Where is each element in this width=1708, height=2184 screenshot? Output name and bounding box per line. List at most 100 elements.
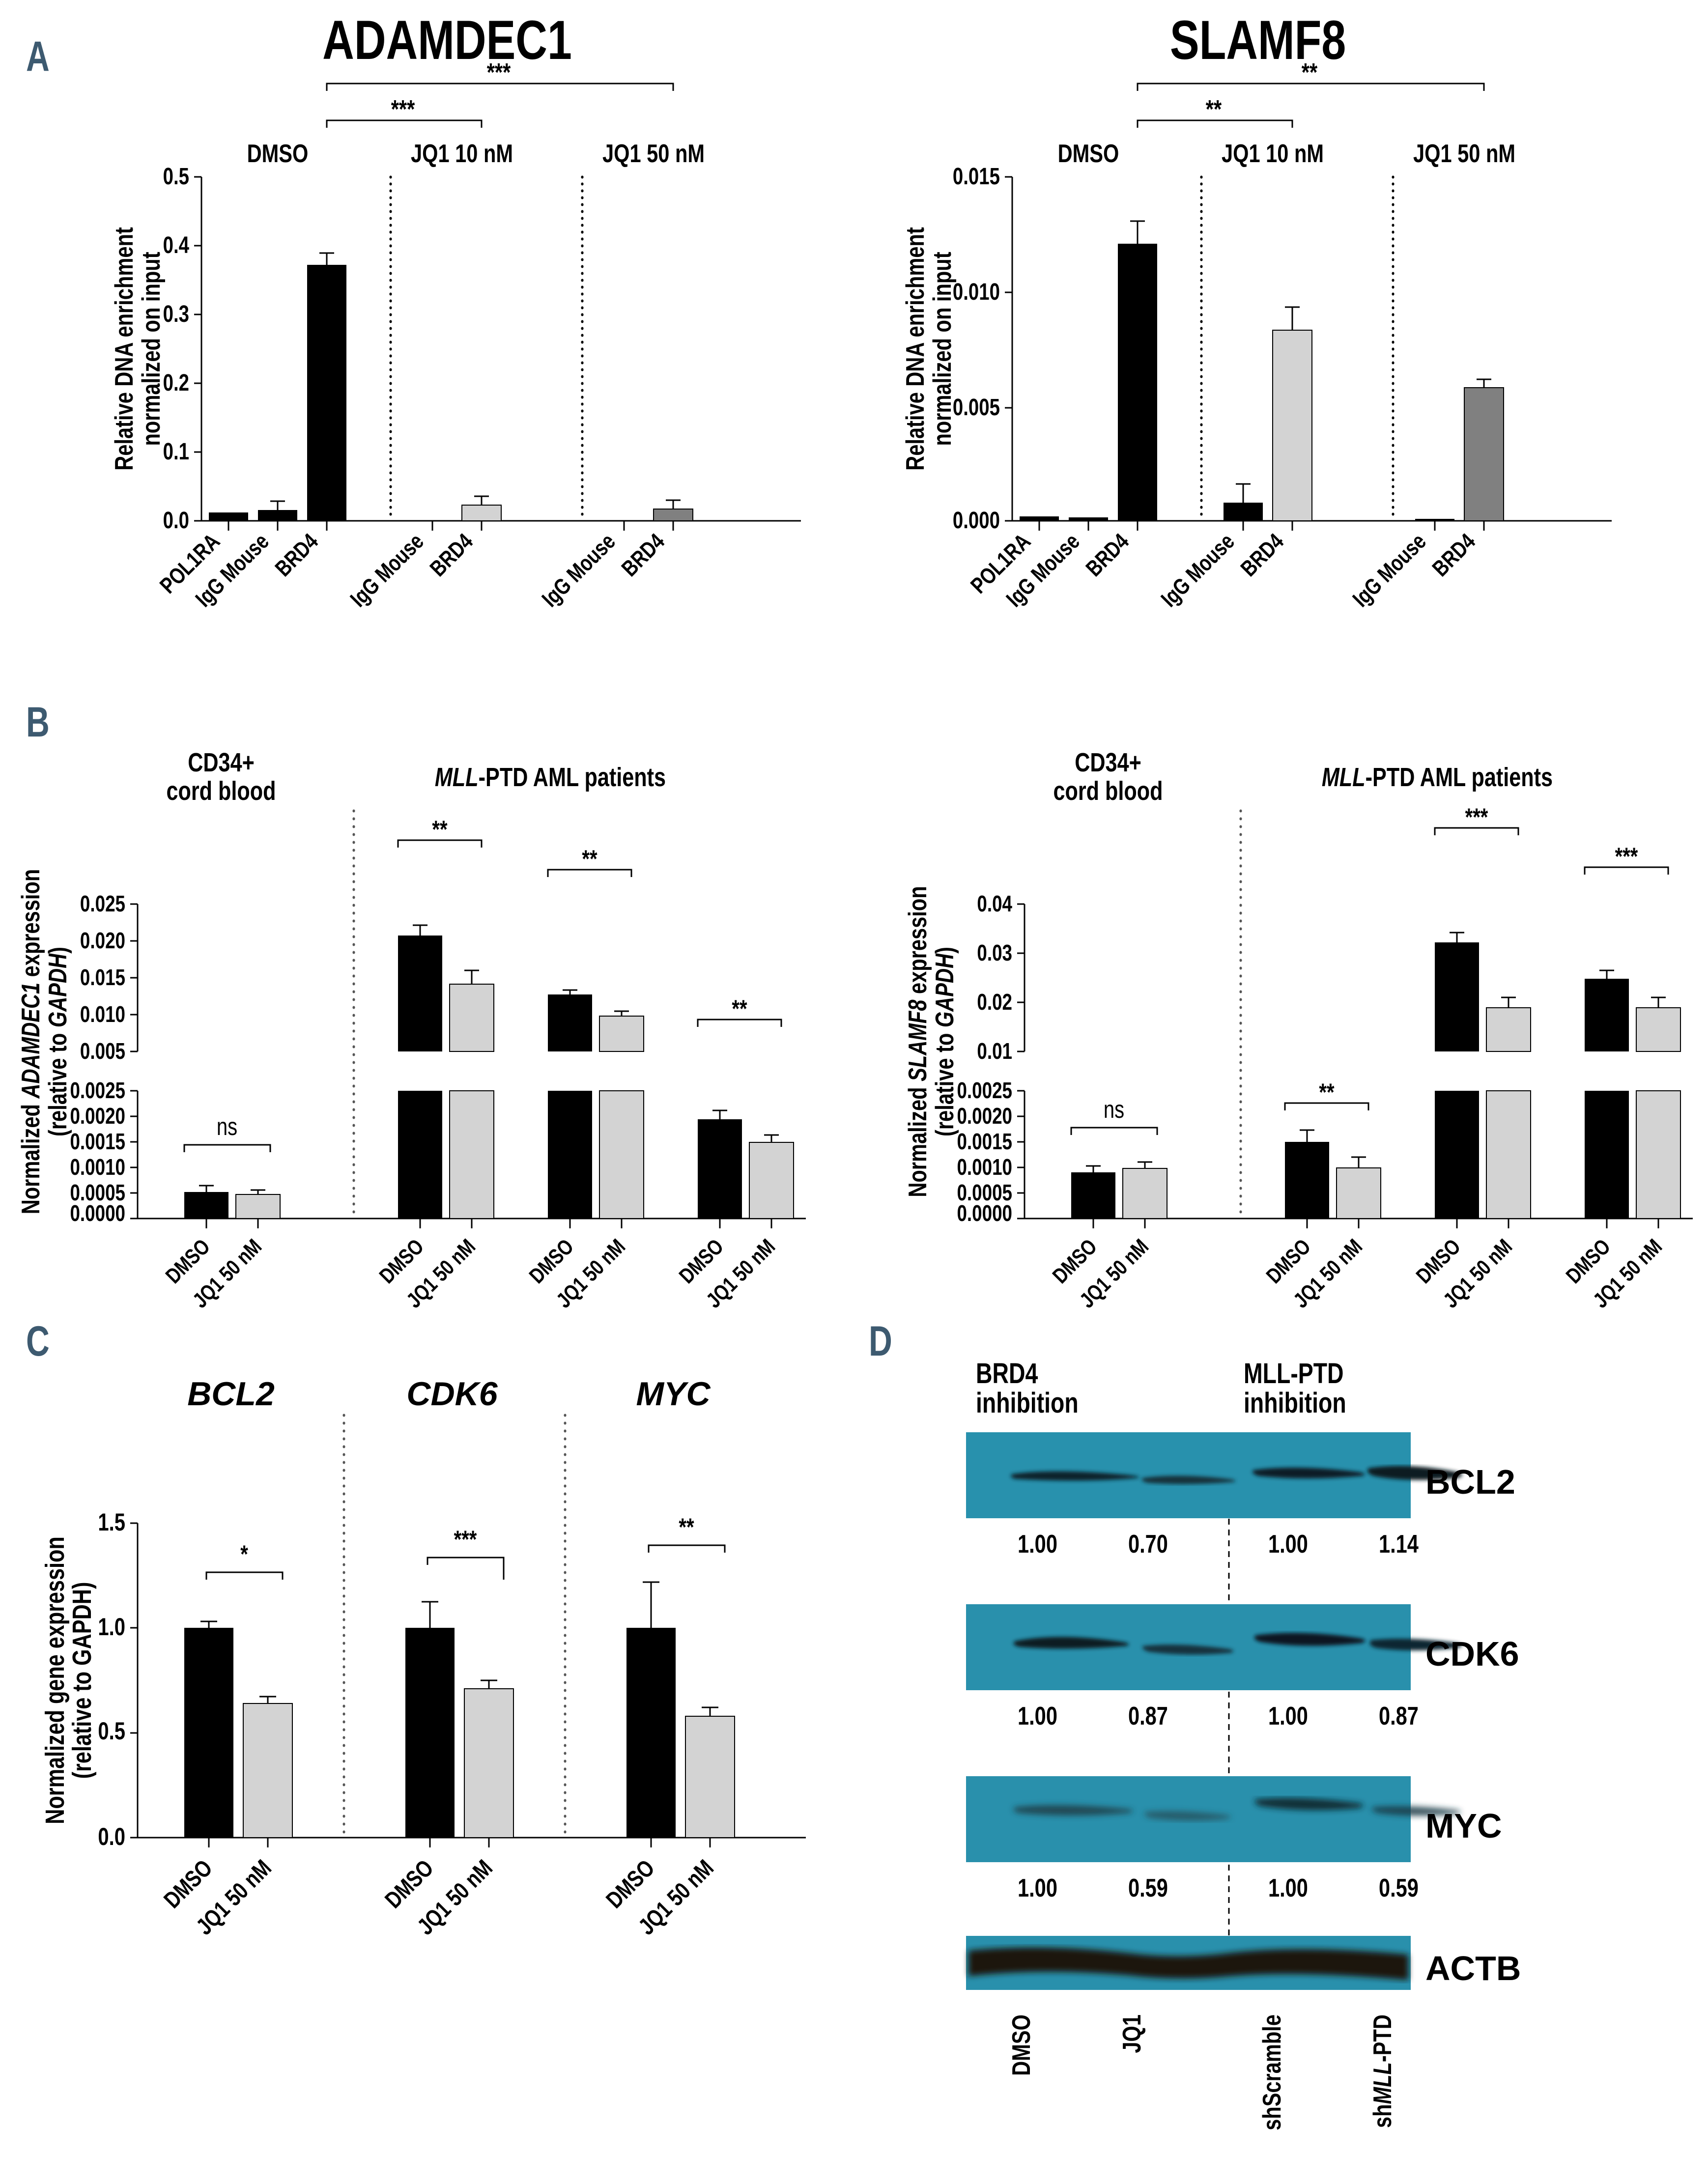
svg-text:**: ** — [1319, 1078, 1334, 1106]
svg-text:0.0000: 0.0000 — [957, 1200, 1012, 1226]
svg-text:(relative to GAPDH): (relative to GAPDH) — [43, 947, 72, 1136]
svg-text:0.01: 0.01 — [977, 1038, 1012, 1064]
svg-text:0.1: 0.1 — [163, 439, 189, 465]
svg-text:BRD4: BRD4 — [617, 528, 670, 581]
svg-text:CD34+: CD34+ — [188, 748, 255, 778]
svg-text:0.04: 0.04 — [977, 891, 1012, 916]
svg-text:Normalized SLAMF8 expression: Normalized SLAMF8 expression — [903, 886, 932, 1197]
svg-text:0.0015: 0.0015 — [70, 1129, 125, 1154]
svg-text:(relative to GAPDH): (relative to GAPDH) — [68, 1582, 97, 1779]
svg-text:***: *** — [1465, 803, 1488, 831]
svg-text:0.5: 0.5 — [163, 164, 189, 190]
svg-text:cord blood: cord blood — [166, 777, 276, 806]
svg-text:inhibition: inhibition — [1244, 1387, 1346, 1419]
svg-text:0.0: 0.0 — [98, 1823, 125, 1850]
svg-text:JQ1 10 nM: JQ1 10 nM — [411, 139, 513, 168]
svg-text:0.03: 0.03 — [977, 940, 1012, 965]
svg-text:IgG Mouse: IgG Mouse — [1347, 528, 1431, 612]
svg-text:BRD4: BRD4 — [1427, 528, 1480, 581]
svg-text:0.0010: 0.0010 — [70, 1154, 125, 1180]
svg-text:normalized on input: normalized on input — [928, 252, 957, 446]
svg-text:normalized on input: normalized on input — [137, 252, 166, 446]
svg-text:**: ** — [582, 845, 597, 873]
svg-text:JQ1: JQ1 — [1117, 2014, 1146, 2053]
svg-text:0.0020: 0.0020 — [70, 1103, 125, 1129]
svg-text:ns: ns — [1104, 1096, 1124, 1123]
svg-text:1.5: 1.5 — [98, 1508, 125, 1536]
svg-text:BCL2: BCL2 — [1425, 1463, 1515, 1501]
svg-text:0.000: 0.000 — [953, 508, 1000, 534]
svg-text:0.87: 0.87 — [1128, 1702, 1168, 1730]
svg-text:**: ** — [432, 816, 447, 843]
svg-text:CDK6: CDK6 — [406, 1375, 498, 1413]
svg-text:shScramble: shScramble — [1257, 2014, 1286, 2130]
svg-text:1.00: 1.00 — [1018, 1873, 1057, 1902]
svg-text:DMSO: DMSO — [1007, 2014, 1036, 2076]
svg-text:0.0010: 0.0010 — [957, 1154, 1012, 1180]
svg-text:JQ1 50 nM: JQ1 50 nM — [602, 139, 705, 168]
svg-text:0.0025: 0.0025 — [957, 1078, 1012, 1103]
svg-text:JQ1 10 nM: JQ1 10 nM — [1222, 139, 1324, 168]
svg-text:MYC: MYC — [636, 1375, 711, 1413]
svg-text:inhibition: inhibition — [976, 1387, 1079, 1419]
svg-text:0.0000: 0.0000 — [70, 1200, 125, 1226]
svg-text:1.0: 1.0 — [98, 1613, 125, 1641]
svg-text:0.020: 0.020 — [80, 928, 125, 953]
svg-text:MYC: MYC — [1425, 1807, 1502, 1845]
svg-text:shMLL-PTD: shMLL-PTD — [1368, 2014, 1397, 2128]
svg-text:ADAMDEC1: ADAMDEC1 — [322, 10, 572, 71]
svg-text:IgG Mouse: IgG Mouse — [1156, 528, 1239, 612]
svg-text:ACTB: ACTB — [1425, 1949, 1521, 1987]
svg-text:SLAMF8: SLAMF8 — [1170, 10, 1346, 71]
svg-text:1.14: 1.14 — [1379, 1530, 1419, 1559]
svg-text:0.02: 0.02 — [977, 989, 1012, 1015]
svg-text:CD34+: CD34+ — [1075, 748, 1141, 778]
svg-text:0.87: 0.87 — [1379, 1702, 1419, 1730]
svg-text:MLL-PTD: MLL-PTD — [1244, 1358, 1344, 1390]
svg-text:1.00: 1.00 — [1268, 1873, 1308, 1902]
svg-text:Relative DNA enrichment: Relative DNA enrichment — [901, 227, 930, 471]
svg-text:BRD4: BRD4 — [976, 1358, 1038, 1390]
svg-text:0.010: 0.010 — [953, 279, 1000, 305]
svg-text:BRD4: BRD4 — [270, 528, 323, 581]
svg-text:MLL-PTD AML patients: MLL-PTD AML patients — [1322, 763, 1553, 793]
svg-text:JQ1 50 nM: JQ1 50 nM — [1413, 139, 1515, 168]
svg-text:1.00: 1.00 — [1268, 1530, 1308, 1559]
svg-text:0.59: 0.59 — [1379, 1873, 1419, 1902]
svg-text:***: *** — [391, 95, 415, 124]
svg-text:0.0025: 0.0025 — [70, 1078, 125, 1103]
svg-text:***: *** — [454, 1526, 477, 1553]
svg-text:0.015: 0.015 — [953, 164, 1000, 190]
svg-text:DMSO: DMSO — [247, 139, 309, 168]
svg-text:cord blood: cord blood — [1053, 777, 1163, 806]
svg-text:Normalized ADAMDEC1 expression: Normalized ADAMDEC1 expression — [16, 869, 45, 1215]
svg-text:BRD4: BRD4 — [425, 528, 478, 581]
svg-text:0.2: 0.2 — [163, 370, 189, 396]
svg-text:IgG Mouse: IgG Mouse — [345, 528, 428, 612]
svg-text:**: ** — [679, 1513, 694, 1541]
svg-text:1.00: 1.00 — [1018, 1530, 1057, 1559]
svg-text:0.5: 0.5 — [98, 1717, 125, 1745]
svg-text:BRD4: BRD4 — [1236, 528, 1289, 581]
svg-text:0.015: 0.015 — [80, 964, 125, 990]
svg-text:0.0020: 0.0020 — [957, 1103, 1012, 1129]
svg-text:0.025: 0.025 — [80, 891, 125, 916]
svg-text:Relative DNA enrichment: Relative DNA enrichment — [110, 227, 139, 471]
svg-text:Normalized gene expression: Normalized gene expression — [41, 1536, 70, 1824]
svg-text:***: *** — [1615, 843, 1638, 870]
svg-text:IgG Mouse: IgG Mouse — [537, 528, 620, 612]
svg-text:ns: ns — [217, 1113, 237, 1140]
svg-text:**: ** — [732, 995, 747, 1022]
svg-text:**: ** — [1302, 58, 1318, 87]
svg-text:BCL2: BCL2 — [187, 1375, 275, 1413]
svg-text:0.010: 0.010 — [80, 1001, 125, 1027]
svg-text:(relative to GAPDH): (relative to GAPDH) — [930, 947, 959, 1136]
svg-text:*: * — [240, 1540, 248, 1568]
svg-text:0.59: 0.59 — [1128, 1873, 1168, 1902]
svg-text:BRD4: BRD4 — [1081, 528, 1134, 581]
svg-text:1.00: 1.00 — [1268, 1702, 1308, 1730]
svg-text:CDK6: CDK6 — [1425, 1635, 1519, 1673]
svg-text:***: *** — [487, 58, 511, 87]
svg-text:0.0: 0.0 — [163, 508, 189, 534]
svg-text:DMSO: DMSO — [1058, 139, 1119, 168]
